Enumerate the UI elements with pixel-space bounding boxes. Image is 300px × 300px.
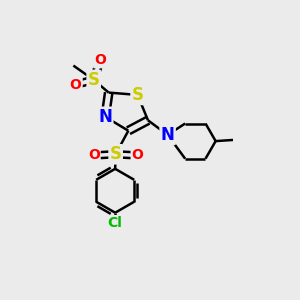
Text: O: O — [70, 77, 82, 92]
Text: Cl: Cl — [108, 216, 123, 230]
Text: O: O — [88, 148, 100, 162]
Text: O: O — [132, 148, 143, 162]
Text: S: S — [88, 71, 100, 89]
Text: N: N — [98, 108, 112, 126]
Text: S: S — [110, 145, 122, 163]
Text: S: S — [132, 86, 144, 104]
Text: N: N — [161, 126, 175, 144]
Text: O: O — [94, 53, 106, 67]
